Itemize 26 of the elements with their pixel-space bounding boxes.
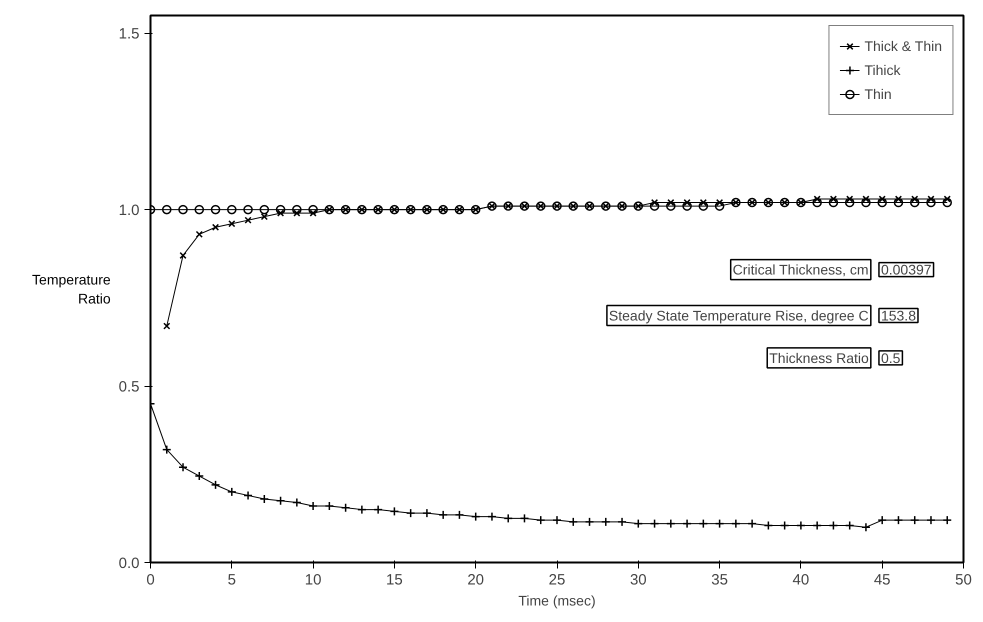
annotation: 0.5 — [880, 350, 901, 366]
x-tick-label: 10 — [304, 572, 322, 588]
y-axis-title: Temperature Ratio — [32, 271, 111, 307]
legend-label: Thin — [864, 86, 892, 102]
x-tick-label: 25 — [548, 572, 566, 588]
annotation: Critical Thickness, cm — [732, 262, 869, 278]
legend-label: Tihick — [864, 62, 900, 78]
x-tick-label: 15 — [386, 572, 403, 588]
x-tick-label: 20 — [467, 572, 484, 588]
x-tick-label: 30 — [630, 572, 647, 588]
legend-label: Thick & Thin — [864, 38, 942, 54]
y-tick-label: 1.0 — [118, 202, 140, 220]
y-tick-label: 1.5 — [118, 26, 140, 43]
annotation: 153.8 — [880, 307, 916, 324]
y-tick-label: 0.5 — [118, 378, 140, 396]
x-tick-label: 40 — [792, 572, 810, 588]
annotation: Steady State Temperature Rise, degree C — [608, 307, 869, 324]
x-tick-label: 35 — [711, 572, 728, 588]
x-tick-label: 0 — [146, 572, 155, 588]
annotation: Thickness Ratio — [769, 350, 870, 366]
x-tick-label: 45 — [874, 572, 891, 588]
x-tick-label: 5 — [228, 572, 236, 588]
annotation: 0.00397 — [880, 262, 932, 278]
x-tick-label: 50 — [955, 572, 972, 588]
y-tick-label: 0.0 — [118, 555, 140, 572]
x-axis-title: Time (msec) — [518, 592, 596, 608]
